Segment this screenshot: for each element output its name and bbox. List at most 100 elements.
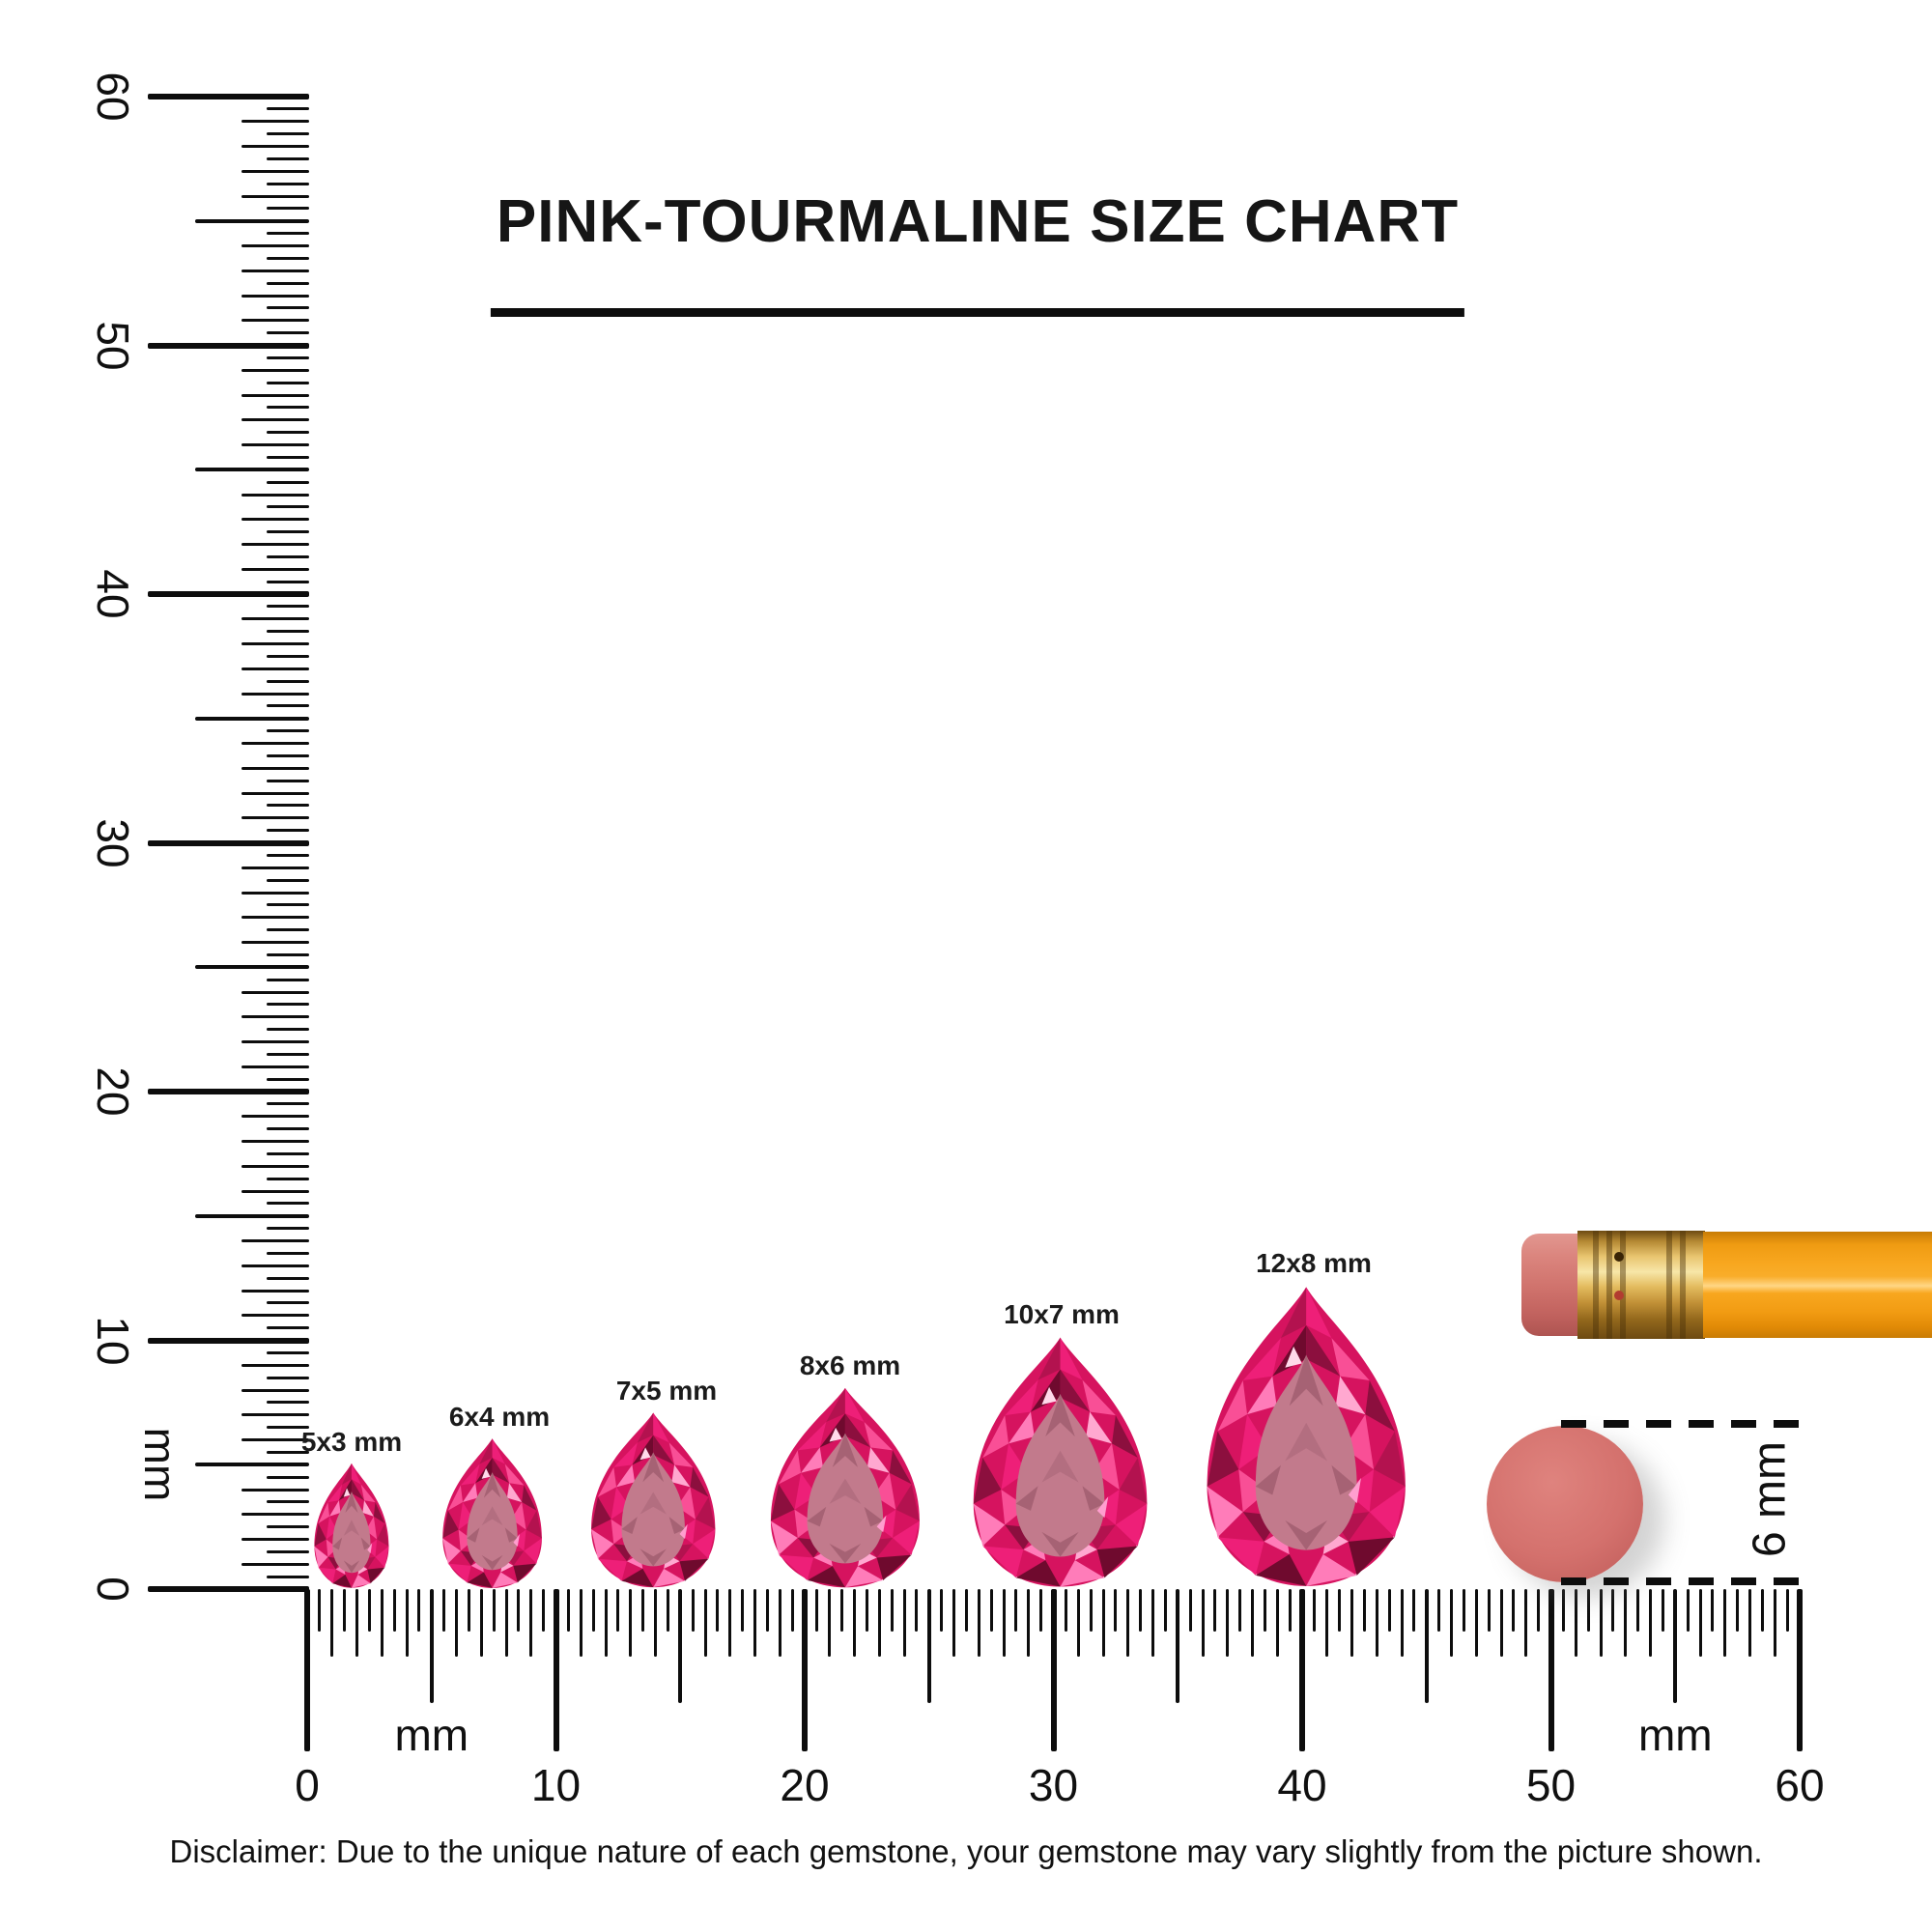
horizontal-ruler-tick <box>902 1589 906 1657</box>
horizontal-ruler-tick <box>304 1589 310 1751</box>
horizontal-ruler-tick <box>1050 1589 1057 1751</box>
vertical-ruler-tick <box>242 1264 309 1267</box>
horizontal-ruler-tick <box>654 1589 657 1657</box>
vertical-ruler-tick <box>267 331 309 335</box>
horizontal-ruler-tick <box>566 1589 570 1632</box>
vertical-ruler-tick <box>267 207 309 211</box>
gem-size-label: 5x3 mm <box>300 1427 403 1458</box>
horizontal-ruler-tick <box>753 1589 756 1657</box>
vertical-ruler-tick <box>242 244 309 247</box>
eraser-dot-size-label: 6 mm <box>1744 1441 1796 1557</box>
vertical-ruler-tick <box>267 1450 309 1454</box>
gem-pear <box>587 1410 720 1590</box>
horizontal-ruler-tick <box>1450 1589 1453 1657</box>
vertical-ruler-number: 0 <box>88 1577 138 1602</box>
horizontal-ruler-tick <box>1636 1589 1640 1632</box>
horizontal-ruler-number: 30 <box>1028 1760 1079 1810</box>
vertical-ruler-tick <box>242 319 309 323</box>
horizontal-ruler-tick <box>455 1589 458 1657</box>
horizontal-ruler-tick <box>367 1589 371 1632</box>
vertical-ruler-tick <box>267 107 309 111</box>
pencil-eraser <box>1521 1234 1581 1336</box>
vertical-ruler-tick <box>242 145 309 148</box>
vertical-ruler-tick <box>242 1562 309 1566</box>
horizontal-ruler-tick <box>877 1589 881 1657</box>
horizontal-ruler-tick <box>1512 1589 1516 1632</box>
vertical-ruler-tick <box>242 816 309 820</box>
vertical-ruler-tick <box>242 667 309 670</box>
vertical-ruler-tick <box>267 605 309 609</box>
horizontal-ruler-tick <box>330 1589 334 1657</box>
vertical-ruler-tick <box>267 1376 309 1379</box>
horizontal-ruler-tick <box>380 1589 384 1657</box>
vertical-ruler-tick <box>267 1227 309 1231</box>
vertical-ruler-tick <box>267 1202 309 1206</box>
horizontal-ruler-tick <box>1723 1589 1727 1657</box>
ferrule-groove <box>1666 1231 1672 1339</box>
horizontal-ruler-tick <box>1412 1589 1416 1632</box>
horizontal-ruler-tick <box>1624 1589 1628 1657</box>
vertical-ruler-number: 60 <box>88 71 138 122</box>
eraser-dot <box>1487 1426 1643 1582</box>
horizontal-ruler-tick <box>1574 1589 1577 1657</box>
vertical-ruler-tick <box>242 169 309 173</box>
vertical-ruler-tick <box>267 1475 309 1479</box>
measure-dash-bottom <box>1561 1577 1803 1585</box>
horizontal-ruler-tick <box>1325 1589 1329 1657</box>
horizontal-ruler-tick <box>1748 1589 1751 1657</box>
vertical-ruler-tick <box>267 1426 309 1430</box>
ferrule-groove <box>1620 1231 1626 1339</box>
horizontal-ruler-tick <box>479 1589 483 1657</box>
vertical-ruler-tick <box>242 194 309 198</box>
vertical-ruler-tick <box>267 704 309 708</box>
vertical-ruler-tick <box>267 753 309 757</box>
horizontal-ruler-tick <box>890 1589 894 1632</box>
horizontal-ruler-tick <box>728 1589 732 1657</box>
vertical-ruler-tick <box>267 530 309 534</box>
vertical-ruler-tick <box>267 1276 309 1280</box>
vertical-ruler-tick <box>242 1438 309 1441</box>
horizontal-ruler-tick <box>815 1589 819 1632</box>
gem-pear-graphic <box>590 1412 716 1588</box>
horizontal-ruler-tick <box>1226 1589 1230 1657</box>
vertical-ruler-tick <box>267 406 309 410</box>
vertical-ruler-tick <box>267 729 309 733</box>
vertical-ruler-tick <box>148 1337 309 1344</box>
horizontal-ruler-number: 20 <box>780 1760 830 1810</box>
horizontal-ruler-tick <box>504 1589 508 1657</box>
gem-pear-graphic <box>314 1463 389 1589</box>
vertical-ruler-tick <box>242 1239 309 1242</box>
vertical-ruler-number: 30 <box>88 817 138 868</box>
horizontal-ruler-number: 10 <box>530 1760 582 1810</box>
vertical-ruler-tick <box>267 1549 309 1553</box>
horizontal-ruler-tick <box>318 1589 322 1632</box>
gem-pear-graphic <box>973 1337 1147 1587</box>
vertical-ruler-tick <box>242 1065 309 1068</box>
vertical-ruler-tick <box>242 1513 309 1517</box>
vertical-ruler-tick <box>242 1015 309 1019</box>
horizontal-ruler-unit: mm <box>394 1710 469 1760</box>
vertical-ruler-tick <box>242 543 309 546</box>
horizontal-ruler-tick <box>977 1589 980 1657</box>
vertical-ruler-tick <box>242 891 309 895</box>
vertical-ruler-tick <box>242 916 309 920</box>
horizontal-ruler-tick <box>1139 1589 1143 1632</box>
horizontal-ruler-tick <box>1673 1589 1678 1703</box>
horizontal-ruler-tick <box>1400 1589 1404 1657</box>
horizontal-ruler-tick <box>641 1589 645 1632</box>
horizontal-ruler-tick <box>1387 1589 1391 1632</box>
vertical-ruler-tick <box>267 455 309 459</box>
horizontal-ruler-tick <box>1338 1589 1342 1632</box>
vertical-ruler-tick <box>267 978 309 981</box>
vertical-ruler-tick <box>242 518 309 522</box>
horizontal-ruler-tick <box>1462 1589 1465 1632</box>
horizontal-ruler-tick <box>741 1589 745 1632</box>
vertical-ruler-tick <box>267 928 309 932</box>
horizontal-ruler-tick <box>840 1589 844 1632</box>
pencil-ferrule <box>1577 1231 1705 1339</box>
vertical-ruler-tick <box>267 1052 309 1056</box>
horizontal-ruler-tick <box>1238 1589 1242 1632</box>
vertical-ruler-tick <box>267 1350 309 1354</box>
vertical-ruler-tick <box>267 1326 309 1330</box>
horizontal-ruler-tick <box>1437 1589 1441 1632</box>
